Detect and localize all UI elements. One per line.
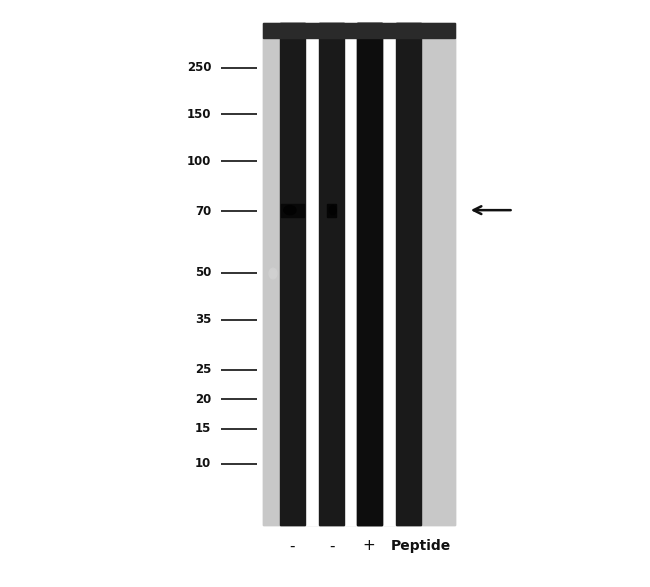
Bar [280, 23, 305, 525]
Bar [263, 23, 280, 525]
Bar [344, 23, 357, 525]
Text: 70: 70 [195, 205, 211, 218]
Bar [319, 23, 344, 525]
Bar [281, 204, 304, 217]
Text: 25: 25 [195, 363, 211, 376]
Bar [280, 23, 305, 525]
Text: +: + [363, 538, 376, 554]
Bar [263, 23, 455, 525]
Text: -: - [329, 538, 334, 554]
Text: -: - [290, 538, 295, 554]
Ellipse shape [269, 268, 277, 279]
Text: 20: 20 [195, 393, 211, 406]
Bar [396, 23, 421, 525]
Bar [357, 23, 382, 525]
Bar [263, 23, 455, 38]
Bar [421, 23, 455, 525]
Bar [396, 23, 421, 525]
Text: 10: 10 [195, 457, 211, 470]
Ellipse shape [330, 205, 336, 215]
Text: 250: 250 [187, 61, 211, 74]
Text: 100: 100 [187, 155, 211, 168]
Text: 150: 150 [187, 108, 211, 121]
Bar [305, 23, 319, 525]
Bar [357, 23, 382, 525]
Text: Peptide: Peptide [391, 539, 451, 553]
Ellipse shape [284, 205, 296, 215]
Text: 15: 15 [195, 422, 211, 435]
Text: 35: 35 [195, 313, 211, 326]
Text: 50: 50 [195, 266, 211, 279]
Bar [382, 23, 396, 525]
Bar [326, 204, 337, 217]
Bar [319, 23, 344, 525]
Bar [263, 23, 455, 525]
Bar [357, 23, 382, 525]
